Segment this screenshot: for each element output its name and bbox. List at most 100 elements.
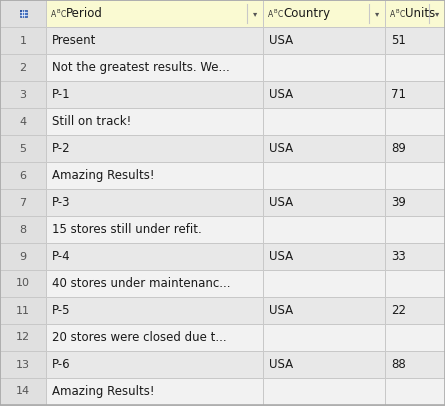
Bar [263,189,385,216]
Bar [385,324,445,351]
Bar [385,189,445,216]
Bar [385,135,445,162]
Text: USA: USA [269,250,293,263]
Text: 89: 89 [391,142,406,155]
Bar [0,135,46,162]
Bar [385,108,445,135]
Text: USA: USA [269,358,293,371]
Text: P-6: P-6 [52,358,71,371]
Bar [46,378,263,405]
Bar [0,243,46,270]
Bar [263,81,385,108]
Text: P-3: P-3 [52,196,70,209]
Bar [46,270,263,297]
Text: USA: USA [269,88,293,101]
Text: P-5: P-5 [52,304,70,317]
Bar [0,27,46,54]
Bar [263,162,385,189]
Bar [385,378,445,405]
Bar [46,324,263,351]
Text: 14: 14 [16,386,30,396]
Bar [263,27,385,54]
Text: Units: Units [405,7,435,20]
Text: 7: 7 [20,197,27,208]
Text: ▾: ▾ [375,9,379,19]
Text: 39: 39 [391,196,406,209]
Text: C: C [61,9,66,19]
Text: 22: 22 [391,304,406,317]
Bar [0,162,46,189]
Bar [263,351,385,378]
Bar [385,351,445,378]
Text: 8: 8 [20,225,27,234]
Text: 40 stores under maintenanc...: 40 stores under maintenanc... [52,277,231,290]
Text: Amazing Results!: Amazing Results! [52,385,154,398]
Bar [263,324,385,351]
Text: 15 stores still under refit.: 15 stores still under refit. [52,223,202,236]
Text: 5: 5 [20,143,27,154]
Bar [263,297,385,324]
Bar [263,378,385,405]
Text: 2: 2 [20,63,27,73]
Text: 71: 71 [391,88,406,101]
Bar [263,135,385,162]
Text: A: A [390,9,395,19]
Bar [0,189,46,216]
Bar [385,297,445,324]
Text: Still on track!: Still on track! [52,115,131,128]
Bar [0,351,46,378]
Text: 88: 88 [391,358,406,371]
Text: USA: USA [269,142,293,155]
Text: Amazing Results!: Amazing Results! [52,169,154,182]
Text: 3: 3 [20,89,27,100]
Bar [263,54,385,81]
Bar [0,0,46,27]
Bar [46,54,263,81]
Text: 33: 33 [391,250,406,263]
Text: 20 stores were closed due t...: 20 stores were closed due t... [52,331,227,344]
Bar [385,54,445,81]
Bar [46,216,263,243]
Bar [385,270,445,297]
Bar [46,297,263,324]
Text: Period: Period [66,7,103,20]
Bar [385,27,445,54]
Bar [0,54,46,81]
Bar [263,216,385,243]
Bar [385,216,445,243]
Bar [0,297,46,324]
Bar [385,243,445,270]
Text: 4: 4 [20,117,27,126]
Bar [0,216,46,243]
Bar [46,0,263,27]
Bar [46,243,263,270]
Text: 11: 11 [16,306,30,316]
Bar [263,243,385,270]
Bar [20,10,22,12]
Text: 13: 13 [16,360,30,370]
Text: 51: 51 [391,34,406,47]
Text: ▾: ▾ [435,9,439,19]
Bar [46,81,263,108]
Bar [20,10,27,17]
Text: USA: USA [269,34,293,47]
Text: Not the greatest results. We...: Not the greatest results. We... [52,61,230,74]
Bar [263,0,385,27]
Bar [385,162,445,189]
Bar [0,324,46,351]
Bar [46,135,263,162]
Text: B: B [274,9,277,14]
Text: P-4: P-4 [52,250,71,263]
Text: A: A [51,9,56,19]
Text: P-1: P-1 [52,88,71,101]
Text: B: B [396,9,399,14]
Bar [46,351,263,378]
Bar [46,27,263,54]
Text: C: C [278,9,283,19]
Text: 10: 10 [16,279,30,288]
Bar [385,0,445,27]
Bar [46,189,263,216]
Text: USA: USA [269,304,293,317]
Bar [0,378,46,405]
Bar [385,81,445,108]
